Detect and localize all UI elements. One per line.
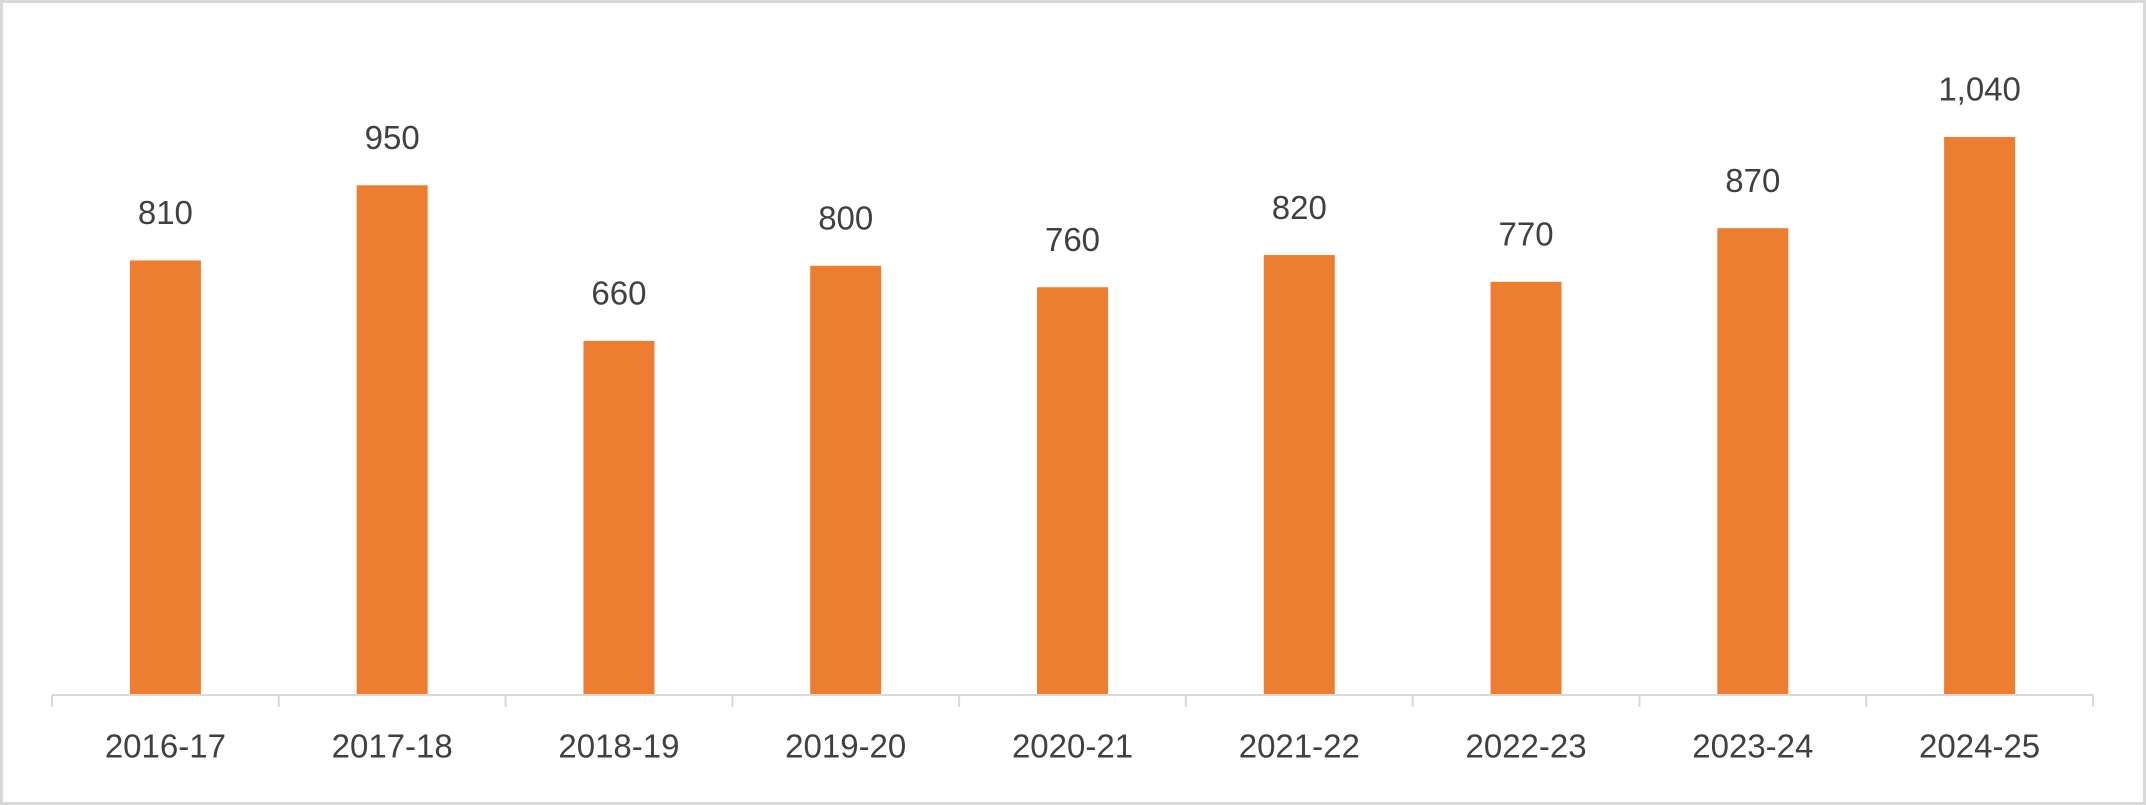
x-tick-label: 2020-21 (1012, 728, 1133, 765)
value-label: 950 (365, 119, 420, 156)
bar (810, 265, 882, 695)
bar (356, 185, 428, 696)
value-label: 770 (1499, 216, 1554, 253)
x-tick-label: 2017-18 (332, 728, 453, 765)
value-label: 870 (1725, 162, 1780, 199)
x-tick-label: 2023-24 (1692, 728, 1813, 765)
value-label: 800 (818, 199, 873, 236)
bar (1944, 137, 2016, 695)
bar (1717, 228, 1789, 695)
value-label: 1,040 (1938, 71, 2021, 108)
x-tick-label: 2021-22 (1239, 728, 1360, 765)
bar (1490, 281, 1562, 695)
x-tick-label: 2024-25 (1919, 728, 2040, 765)
x-tick-label: 2018-19 (558, 728, 679, 765)
bar (1263, 255, 1335, 696)
value-label: 820 (1272, 189, 1327, 226)
value-label: 810 (138, 194, 193, 231)
x-tick-label: 2019-20 (785, 728, 906, 765)
value-label: 660 (591, 275, 646, 312)
bar (583, 340, 655, 695)
bar (129, 260, 201, 695)
x-tick-label: 2022-23 (1466, 728, 1587, 765)
value-label: 760 (1045, 221, 1100, 258)
x-tick-label: 2016-17 (105, 728, 226, 765)
bar (1037, 287, 1108, 695)
